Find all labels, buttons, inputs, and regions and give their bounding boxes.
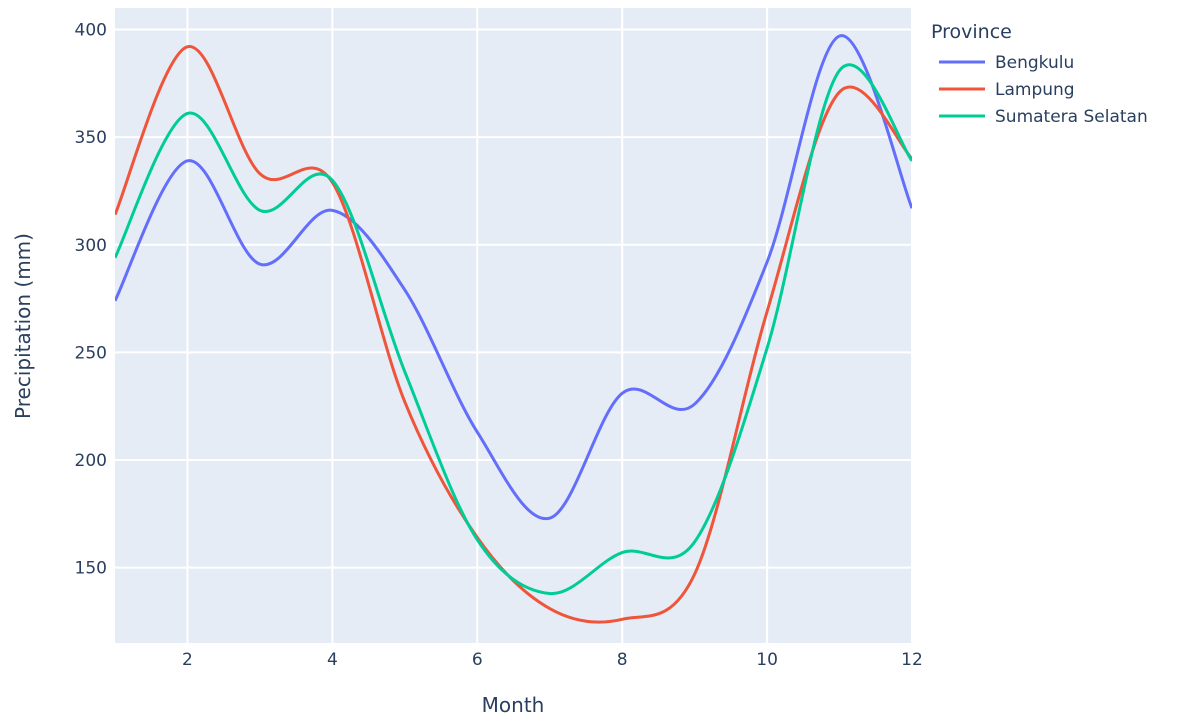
y-axis-title: Precipitation (mm) [11,233,35,419]
x-tick-label: 2 [182,650,193,670]
x-tick-label: 4 [327,650,338,670]
series-line-bengkulu [115,34,912,521]
series-lines [115,34,912,624]
y-tick-label: 350 [75,128,107,148]
x-tick-label: 12 [901,650,923,670]
y-tick-labels: 150 200 250 300 350 400 [75,21,107,579]
y-tick-label: 150 [75,559,107,579]
legend[interactable]: Province Bengkulu Lampung Sumatera Selatan [931,21,1148,127]
legend-item-lampung[interactable]: Lampung [939,80,1075,100]
gridlines [115,8,913,643]
legend-item-sumatera-selatan[interactable]: Sumatera Selatan [939,107,1148,127]
y-tick-label: 400 [75,21,107,41]
y-tick-label: 250 [75,343,107,363]
series-line-sumatera-selatan [115,63,912,595]
y-tick-label: 300 [75,236,107,256]
x-tick-label: 10 [756,650,778,670]
legend-label: Lampung [995,80,1075,100]
legend-label: Sumatera Selatan [995,107,1148,127]
plot-area [115,8,912,643]
x-tick-labels: 2 4 6 8 10 12 [182,650,923,670]
x-tick-label: 8 [617,650,628,670]
x-tick-label: 6 [472,650,483,670]
x-axis-title: Month [482,693,545,717]
legend-label: Bengkulu [995,53,1074,73]
legend-item-bengkulu[interactable]: Bengkulu [939,53,1074,73]
legend-title: Province [931,21,1012,43]
y-tick-label: 200 [75,451,107,471]
